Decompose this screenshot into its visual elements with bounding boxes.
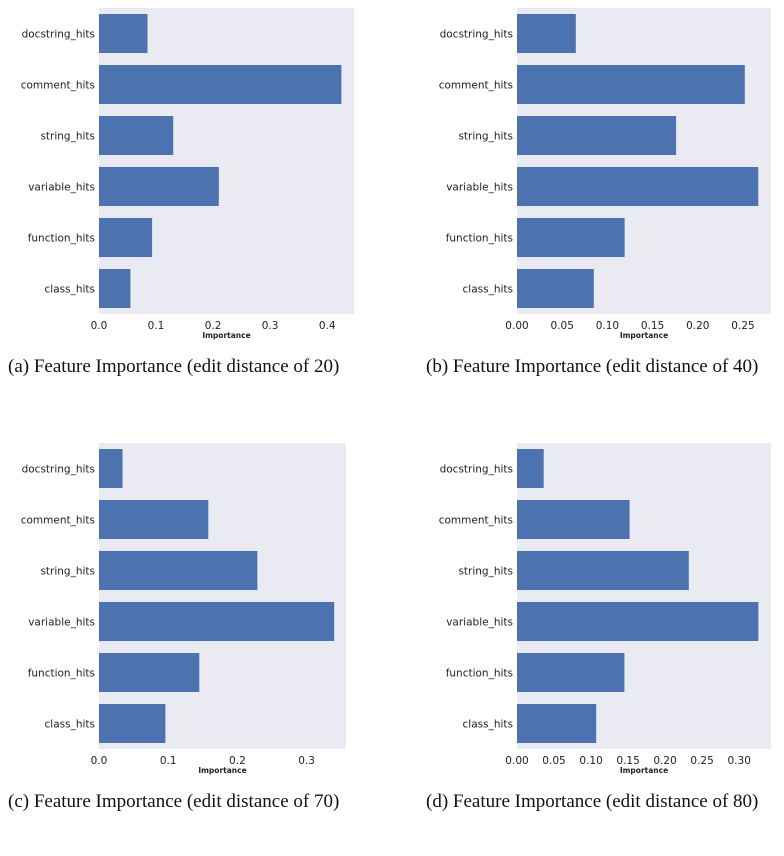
x-tick-label-a: 0.2 <box>205 320 222 332</box>
bar-b-variable-hits <box>517 167 759 206</box>
y-tick-label-a: docstring_hits <box>22 29 95 41</box>
y-tick-label-b: docstring_hits <box>440 29 513 41</box>
bar-b-class-hits <box>517 269 594 308</box>
y-tick-label-c: class_hits <box>45 719 95 731</box>
x-axis-title-d: Importance <box>620 766 668 775</box>
x-tick-label-b: 0.05 <box>551 320 574 332</box>
x-tick-label-a: 0.0 <box>91 320 108 332</box>
x-tick-label-d: 0.10 <box>579 755 602 767</box>
bar-a-variable-hits <box>99 167 219 206</box>
y-tick-label-d: variable_hits <box>446 617 513 629</box>
x-tick-label-c: 0.2 <box>229 755 246 767</box>
bar-chart-b: docstring_hits comment_hits string_hitsvar… <box>439 8 771 340</box>
bar-d-docstring-hits <box>517 449 544 488</box>
y-tick-label-a: string_hits <box>40 131 95 143</box>
x-tick-label-a: 0.1 <box>148 320 165 332</box>
y-tick-label-c: docstring_hits <box>22 464 95 476</box>
y-tick-label-d: comment_hits <box>439 515 513 527</box>
x-tick-label-a: 0.4 <box>319 320 336 332</box>
x-tick-label-c: 0.1 <box>160 755 177 767</box>
x-tick-label-b: 0.00 <box>505 320 528 332</box>
x-tick-label-c: 0.0 <box>91 755 108 767</box>
bar-b-string-hits <box>517 116 677 155</box>
x-tick-label-b: 0.20 <box>686 320 709 332</box>
bar-d-function-hits <box>517 653 625 692</box>
bar-c-docstring-hits <box>99 449 123 488</box>
y-tick-label-b: string_hits <box>458 131 513 143</box>
bar-b-docstring-hits <box>517 14 576 53</box>
bar-chart-d: docstring_hits comment_hits string_hitsvar… <box>439 443 771 775</box>
y-tick-label-c: function_hits <box>28 668 95 680</box>
y-tick-label-d: class_hits <box>463 719 513 731</box>
x-tick-label-b: 0.15 <box>641 320 664 332</box>
x-tick-label-d: 0.15 <box>616 755 639 767</box>
bar-c-function-hits <box>99 653 200 692</box>
bar-d-variable-hits <box>517 602 759 641</box>
x-axis-title-b: Importance <box>620 331 668 340</box>
x-tick-label-b: 0.10 <box>596 320 619 332</box>
bar-chart-a: docstring_hits comment_hits string_hitsvar… <box>21 8 354 340</box>
x-tick-label-d: 0.05 <box>542 755 565 767</box>
bar-a-string-hits <box>99 116 174 155</box>
y-tick-label-d: docstring_hits <box>440 464 513 476</box>
bar-c-string-hits <box>99 551 258 590</box>
x-tick-label-d: 0.20 <box>653 755 676 767</box>
y-tick-label-b: comment_hits <box>439 80 513 92</box>
caption-a: (a) Feature Importance (edit distance of… <box>8 356 340 377</box>
x-tick-label-c: 0.3 <box>298 755 315 767</box>
y-tick-label-c: variable_hits <box>28 617 95 629</box>
y-tick-label-b: variable_hits <box>446 182 513 194</box>
bar-d-comment-hits <box>517 500 630 539</box>
y-tick-label-a: comment_hits <box>21 80 95 92</box>
bar-b-comment-hits <box>517 65 745 104</box>
y-tick-label-d: string_hits <box>458 566 513 578</box>
y-tick-label-a: function_hits <box>28 233 95 245</box>
bar-c-comment-hits <box>99 500 209 539</box>
plot-area-c <box>99 443 346 749</box>
caption-c: (c) Feature Importance (edit distance of… <box>8 791 340 812</box>
x-tick-label-a: 0.3 <box>262 320 279 332</box>
x-tick-label-d: 0.25 <box>690 755 713 767</box>
y-tick-label-a: class_hits <box>45 284 95 296</box>
y-tick-label-d: function_hits <box>446 668 513 680</box>
bar-c-variable-hits <box>99 602 335 641</box>
bar-chart-c: docstring_hits comment_hits string_hitsvar… <box>21 443 346 775</box>
bar-a-docstring-hits <box>99 14 148 53</box>
caption-d: (d) Feature Importance (edit distance of… <box>426 791 759 812</box>
bar-d-class-hits <box>517 704 597 743</box>
y-tick-label-b: function_hits <box>446 233 513 245</box>
y-tick-label-b: class_hits <box>463 284 513 296</box>
x-axis-title-a: Importance <box>202 331 250 340</box>
bar-d-string-hits <box>517 551 689 590</box>
plot-area-b <box>517 8 771 314</box>
x-tick-label-b: 0.25 <box>731 320 754 332</box>
bar-a-function-hits <box>99 218 153 257</box>
bar-a-comment-hits <box>99 65 342 104</box>
x-tick-label-d: 0.00 <box>505 755 528 767</box>
bar-b-function-hits <box>517 218 625 257</box>
y-tick-label-a: variable_hits <box>28 182 95 194</box>
x-tick-label-d: 0.30 <box>728 755 751 767</box>
bar-a-class-hits <box>99 269 131 308</box>
plot-area-a <box>99 8 354 314</box>
bar-c-class-hits <box>99 704 166 743</box>
y-tick-label-c: comment_hits <box>21 515 95 527</box>
x-axis-title-c: Importance <box>198 766 246 775</box>
plot-area-d <box>517 443 771 749</box>
caption-b: (b) Feature Importance (edit distance of… <box>426 356 759 377</box>
y-tick-label-c: string_hits <box>40 566 95 578</box>
